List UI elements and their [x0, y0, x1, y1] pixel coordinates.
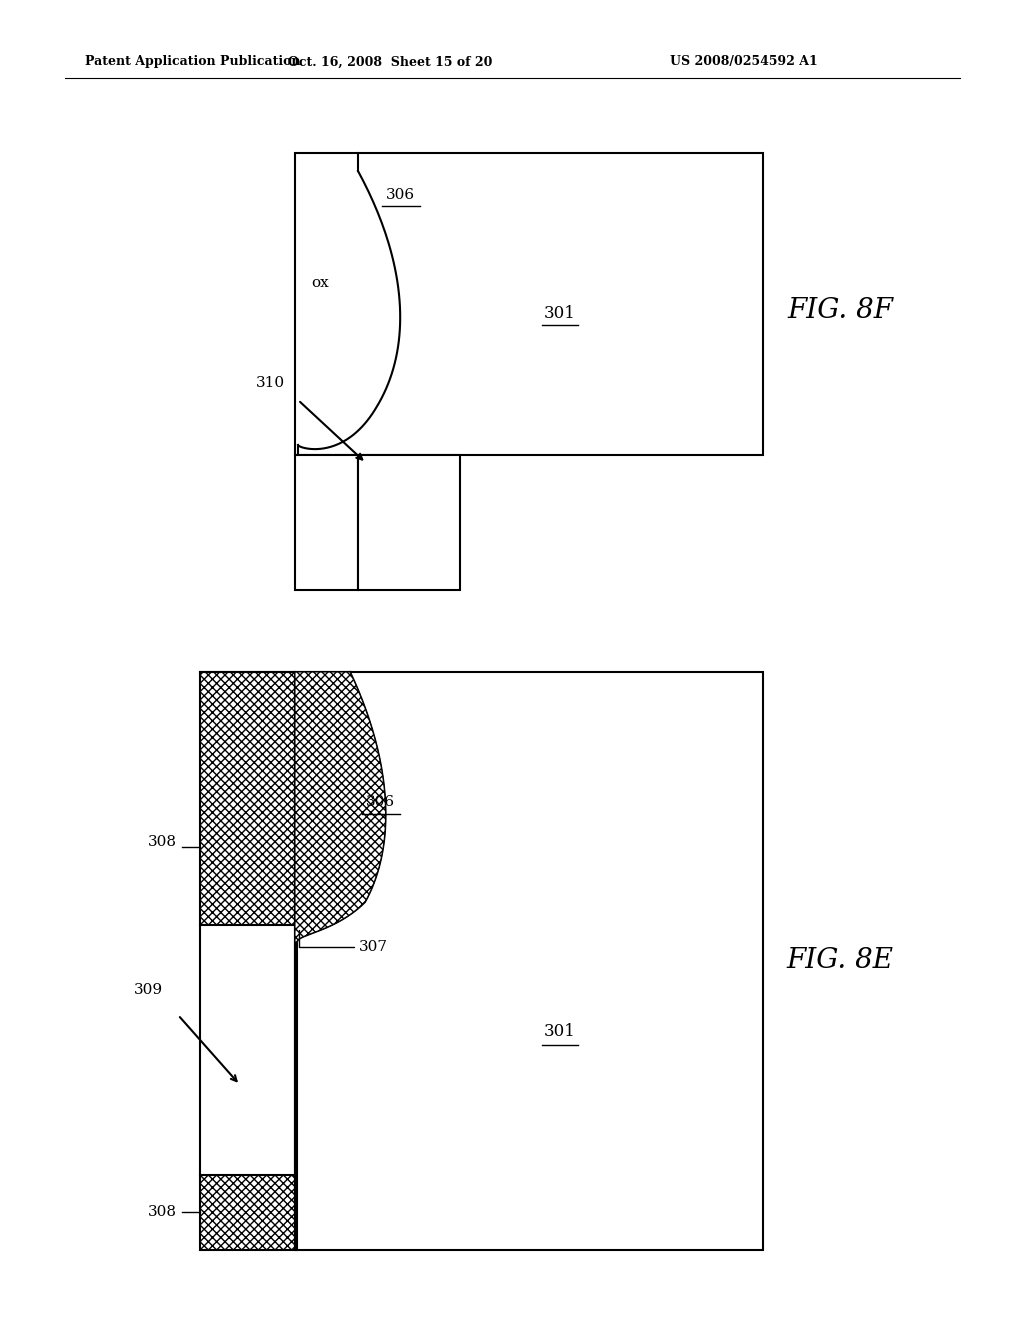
Polygon shape	[295, 672, 386, 942]
Text: US 2008/0254592 A1: US 2008/0254592 A1	[670, 55, 818, 69]
Bar	[200, 672, 295, 925]
Bar	[200, 1175, 295, 1250]
Text: Oct. 16, 2008  Sheet 15 of 20: Oct. 16, 2008 Sheet 15 of 20	[288, 55, 493, 69]
Text: 308: 308	[147, 836, 176, 849]
Text: 310: 310	[255, 376, 285, 389]
Bar	[358, 455, 460, 590]
Bar	[295, 455, 358, 590]
Text: FIG. 8E: FIG. 8E	[786, 946, 894, 974]
Text: 307: 307	[359, 940, 388, 954]
Bar	[295, 153, 763, 455]
Text: FIG. 8F: FIG. 8F	[787, 297, 893, 323]
Text: 309: 309	[133, 983, 163, 997]
Text: 301: 301	[544, 1023, 575, 1040]
Text: ox: ox	[311, 276, 329, 290]
Text: 308: 308	[147, 1205, 176, 1218]
Text: Patent Application Publication: Patent Application Publication	[85, 55, 300, 69]
Text: 306: 306	[366, 795, 394, 809]
Bar	[295, 672, 763, 1250]
Text: 301: 301	[544, 305, 575, 322]
Text: 306: 306	[385, 187, 415, 202]
